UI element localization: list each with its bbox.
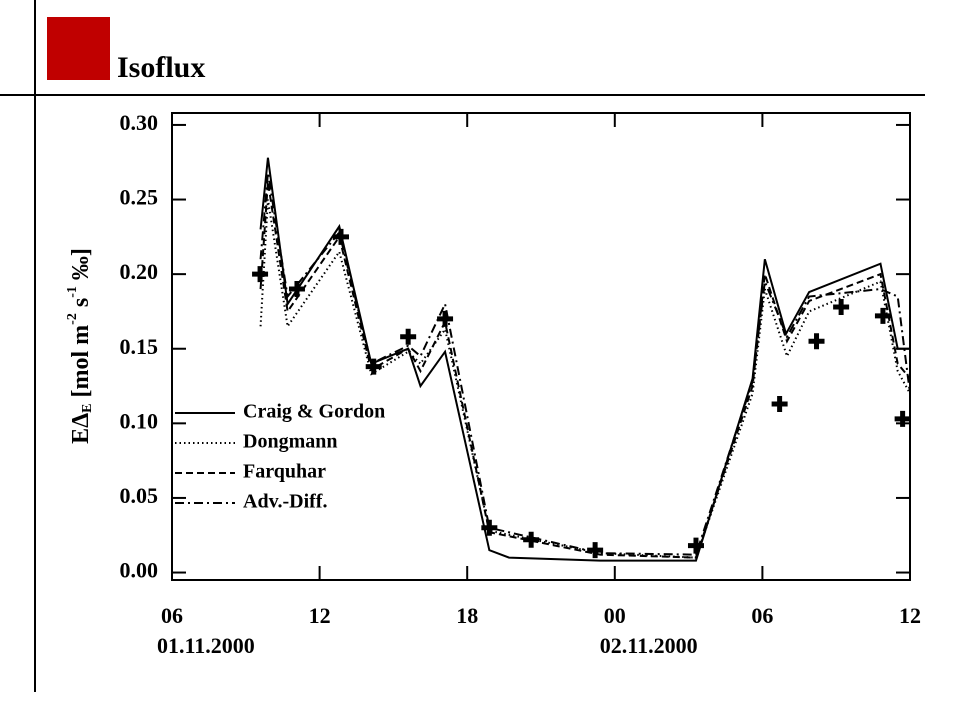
y-label-sup: -1: [65, 286, 80, 298]
measurement-cross: [437, 310, 454, 327]
measurement-cross: [365, 358, 382, 375]
y-tick-label: 0.00: [120, 558, 159, 583]
y-label-part: EΔ: [68, 413, 94, 444]
y-label-part: s: [68, 298, 94, 313]
measurement-cross: [523, 531, 540, 548]
y-label-part: ‰]: [68, 248, 94, 286]
measurement-cross: [252, 266, 269, 283]
legend-label: Craig & Gordon: [243, 401, 385, 423]
x-date-label: 02.11.2000: [600, 633, 698, 658]
x-tick-label: 12: [899, 603, 921, 628]
series-line: [259, 181, 911, 559]
y-tick-label: 0.20: [120, 259, 159, 284]
y-label-part: [mol m: [68, 325, 94, 404]
legend-label: Adv.-Diff.: [243, 491, 327, 513]
y-tick-label: 0.25: [120, 185, 159, 210]
x-tick-label: 00: [604, 603, 626, 628]
slide-logo-square: [47, 17, 110, 80]
x-tick-label: 06: [751, 603, 773, 628]
y-tick-label: 0.15: [120, 334, 159, 359]
measurement-cross: [874, 307, 891, 324]
x-tick-label: 06: [161, 603, 183, 628]
y-tick-label: 0.30: [120, 110, 159, 135]
series-line: [259, 172, 911, 556]
x-date-label: 01.11.2000: [157, 633, 255, 658]
measurement-cross: [481, 519, 498, 536]
measurement-cross: [687, 537, 704, 554]
measurement-cross: [333, 228, 350, 245]
y-axis-label: EΔE [mol m-2 s-1 ‰]: [65, 248, 95, 444]
y-label-sub: E: [80, 403, 95, 412]
measurement-cross: [833, 298, 850, 315]
series-line: [259, 157, 910, 562]
measurement-cross: [894, 410, 911, 427]
plot-frame: [171, 112, 911, 581]
y-tick-label: 0.05: [120, 483, 159, 508]
series-line: [259, 199, 911, 559]
legend-label: Farquhar: [243, 461, 326, 483]
x-tick-label: 12: [309, 603, 331, 628]
y-label-sup: -2: [65, 313, 80, 325]
slide-title: Isoflux: [117, 51, 205, 84]
measurement-cross: [288, 281, 305, 298]
measurement-cross: [400, 328, 417, 345]
x-tick-label: 18: [456, 603, 478, 628]
legend-label: Dongmann: [243, 431, 337, 453]
measurement-cross: [587, 542, 604, 559]
measurement-cross: [771, 395, 788, 412]
measurement-cross: [808, 333, 825, 350]
y-tick-label: 0.10: [120, 408, 159, 433]
